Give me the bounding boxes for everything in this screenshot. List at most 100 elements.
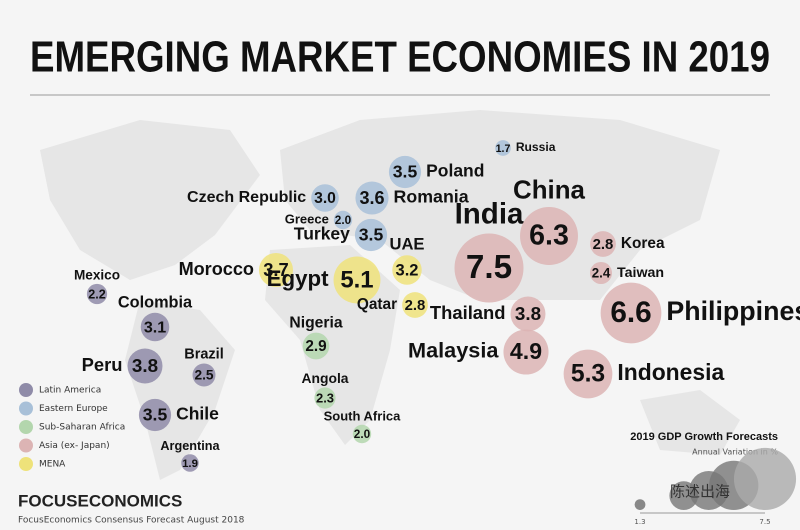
legend-swatch (19, 383, 33, 397)
world-map (40, 110, 740, 480)
country-name: Argentina (160, 439, 220, 453)
bubble (503, 329, 549, 375)
value-label: 2.0 (354, 427, 371, 441)
bubble (520, 207, 578, 265)
value-label: 3.8 (132, 355, 158, 376)
bubble (333, 256, 381, 304)
legend: Latin America Eastern Europe Sub-Saharan A… (19, 383, 125, 471)
country-name: South Africa (324, 408, 402, 423)
value-label: 3.8 (515, 303, 541, 324)
value-label: 3.7 (263, 259, 289, 280)
title: EMERGING MARKET ECONOMIES IN 2019 (30, 33, 770, 82)
country-name: UAE (389, 235, 424, 254)
bubble (600, 282, 662, 344)
country-name: Indonesia (617, 359, 724, 385)
bubble (127, 348, 163, 384)
value-label: 1.9 (182, 458, 198, 470)
value-label: 2.8 (405, 297, 426, 314)
country-name: China (513, 176, 586, 204)
bubble (181, 454, 199, 472)
bubble (311, 184, 339, 212)
bubble (86, 283, 108, 305)
country-name: Peru (82, 354, 123, 375)
size-legend-max (733, 447, 797, 511)
legend-swatch (19, 401, 33, 416)
country-name: Colombia (118, 293, 193, 311)
bubble (388, 155, 422, 189)
size-legend-max-label: 7.5 (759, 518, 770, 526)
value-label: 7.5 (466, 249, 512, 286)
bubble (258, 252, 294, 288)
bubble (495, 140, 511, 156)
bubble (590, 231, 616, 257)
bubble (138, 398, 172, 432)
legend-label: Asia (ex- Japan) (39, 441, 110, 451)
bubble (333, 210, 353, 230)
size-legend-min (634, 499, 646, 511)
value-label: 1.7 (496, 143, 511, 155)
australia (640, 390, 740, 455)
legend-label: MENA (39, 460, 66, 470)
bubble (510, 296, 546, 332)
legend-swatch (19, 457, 33, 471)
bubble (355, 181, 389, 215)
value-label: 3.5 (359, 225, 384, 245)
legend-swatch (19, 438, 33, 453)
value-label: 4.9 (510, 338, 542, 364)
country-name: Korea (621, 235, 665, 252)
watermark: 陈述出海 (670, 483, 730, 501)
bubble (352, 424, 372, 444)
country-name: Chile (176, 404, 219, 424)
country-name: Brazil (184, 347, 224, 363)
country-name: Philippines (666, 296, 800, 326)
north-america (40, 120, 260, 280)
country-name: Morocco (179, 259, 254, 279)
value-label: 2.8 (593, 236, 614, 253)
country-name: Qatar (357, 296, 397, 313)
country-name: India (455, 198, 524, 231)
value-label: 2.0 (335, 213, 352, 227)
value-label: 3.5 (143, 405, 168, 425)
legend-label: Latin America (39, 386, 101, 396)
bubble (140, 312, 170, 342)
size-legend: 2019 GDP Growth Forecasts Annual Variatio… (630, 431, 797, 526)
bubble (454, 233, 524, 303)
value-label: 2.3 (316, 390, 334, 405)
bubbles: 1.7 Russia 3.5 Poland 3.6 Romania 3.0 Czech Rep… (74, 140, 800, 472)
value-label: 5.3 (571, 361, 605, 388)
value-label: 2.4 (592, 266, 611, 281)
country-name: Czech Republic (187, 189, 306, 206)
legend-label: Eastern Europe (39, 404, 108, 414)
value-label: 2.9 (305, 338, 326, 355)
value-label: 3.1 (144, 318, 166, 336)
country-name: Taiwan (617, 265, 664, 281)
value-label: 3.5 (393, 162, 418, 182)
bubble (192, 363, 216, 387)
country-name: Thailand (430, 302, 506, 323)
size-legend-title: 2019 GDP Growth Forecasts (630, 431, 778, 443)
country-name: Turkey (294, 224, 350, 244)
source: FocusEconomics Consensus Forecast August… (18, 516, 245, 526)
country-name: Greece (285, 211, 329, 226)
value-label: 6.6 (610, 296, 651, 329)
value-label: 2.2 (88, 287, 106, 301)
country-name: Nigeria (289, 314, 342, 331)
bubble (302, 332, 330, 360)
bubble (354, 218, 388, 252)
bubble (314, 387, 336, 409)
country-name: Poland (426, 161, 484, 181)
value-label: 3.6 (359, 188, 384, 208)
country-name: Malaysia (408, 338, 499, 363)
bubble (563, 349, 613, 399)
bubble (589, 261, 613, 285)
south-america (125, 300, 235, 480)
country-name: Mexico (74, 267, 120, 282)
bubble (402, 292, 428, 318)
value-label: 2.5 (194, 368, 213, 383)
value-label: 3.2 (396, 261, 419, 279)
value-label: 5.1 (340, 266, 373, 293)
country-name: Angola (301, 370, 348, 386)
size-legend-min-label: 1.3 (634, 518, 645, 526)
legend-label: Sub-Saharan Africa (39, 423, 125, 433)
